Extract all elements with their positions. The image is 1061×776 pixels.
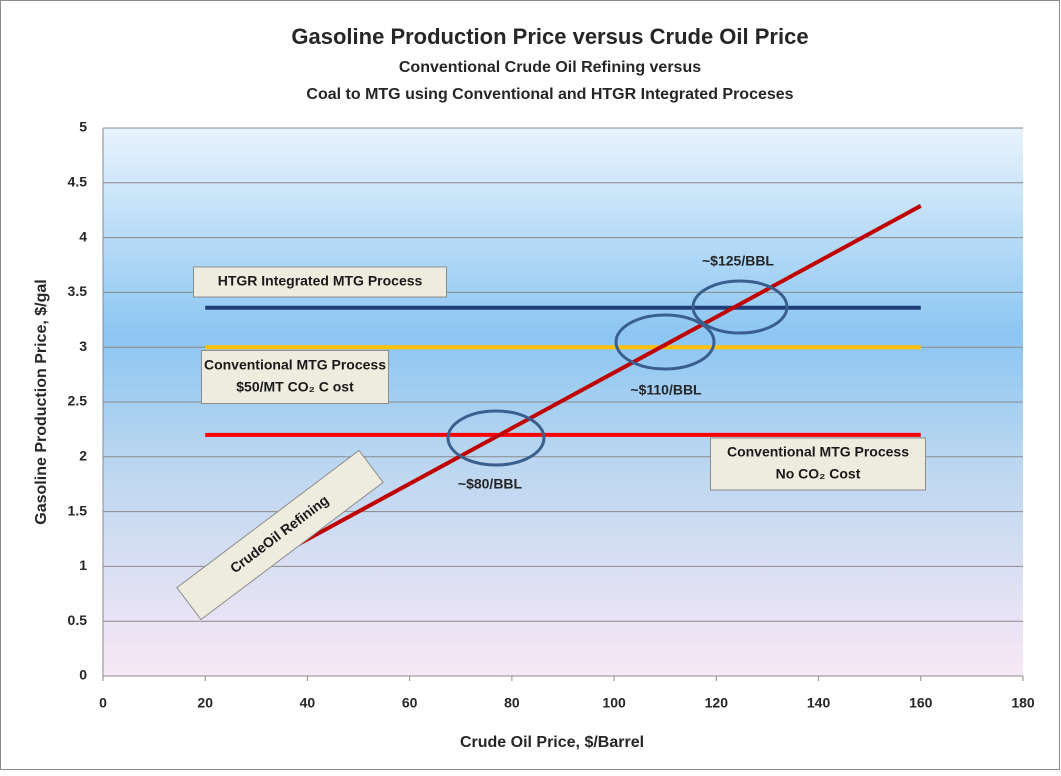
y-tick-label: 4.5 [68,174,88,190]
chart-title: Gasoline Production Price versus Crude O… [291,24,808,49]
y-axis-title: Gasoline Production Price, $/gal [33,279,50,524]
callout-ellipse [446,409,546,467]
annotation-box [193,266,447,298]
callout-ellipse [614,313,716,371]
y-tick-label: 3 [79,338,87,354]
y-tick-label: 0 [79,667,87,683]
y-tick-label: 5 [79,119,87,135]
x-axis-title: Crude Oil Price, $/Barrel [460,734,644,751]
y-tick-label: 3.5 [68,283,88,299]
annotation: Conventional MTG Process No CO₂ Cost [710,437,926,491]
annotation-text: $50/MT CO₂ C ost [236,379,354,395]
callout-label: ~$80/BBL [458,476,523,492]
annotation-text: Conventional MTG Process [204,357,386,373]
x-tick-label: 100 [602,695,626,711]
x-tick-label: 60 [402,695,418,711]
x-tick-label: 140 [807,695,831,711]
chart-subtitle: Conventional Crude Oil Refining versus [399,59,701,76]
annotation-box [176,449,384,621]
x-tick-label: 40 [300,695,316,711]
y-tick-label: 2.5 [68,393,88,409]
chart-subtitle: Coal to MTG using Conventional and HTGR … [306,86,793,103]
annotation-box [201,350,389,404]
callout-ellipse [691,279,789,335]
x-tick-label: 80 [504,695,520,711]
y-tick-label: 2 [79,448,87,464]
annotation-text: Conventional MTG Process [727,444,909,460]
series-line [204,204,922,597]
annotation: Conventional MTG Process $50/MT CO₂ C ost [201,350,389,404]
y-tick-label: 1.5 [68,502,88,518]
annotation-text: HTGR Integrated MTG Process [218,273,423,289]
annotation-box [710,437,926,491]
annotation-text: No CO₂ Cost [776,466,861,482]
x-tick-label: 120 [705,695,729,711]
y-tick-label: 1 [79,557,87,573]
x-tick-label: 0 [99,695,107,711]
x-tick-label: 180 [1011,695,1035,711]
annotation: HTGR Integrated MTG Process [193,266,447,298]
x-tick-label: 160 [909,695,933,711]
y-tick-label: 0.5 [68,612,88,628]
x-tick-label: 20 [197,695,213,711]
callout-label: ~$110/BBL [630,382,702,398]
callout-label: ~$125/BBL [702,253,774,269]
y-tick-label: 4 [79,228,87,244]
